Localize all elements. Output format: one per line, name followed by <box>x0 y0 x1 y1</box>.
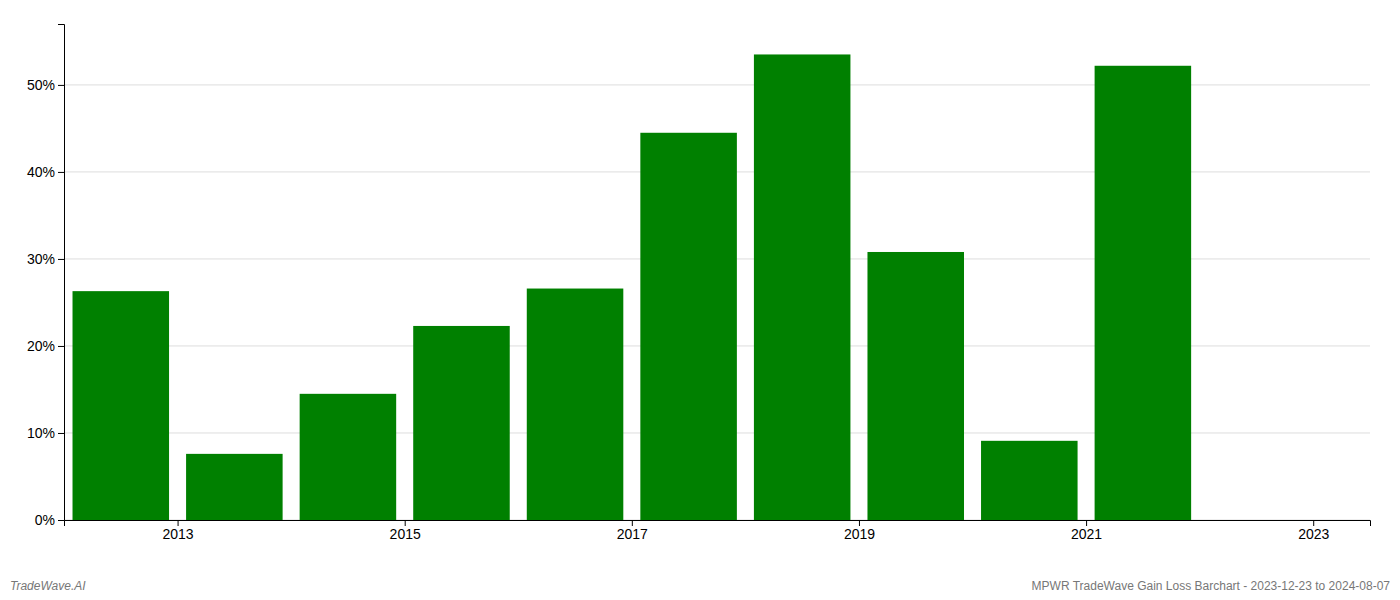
bar <box>300 394 397 520</box>
bar <box>754 54 851 520</box>
bar <box>981 441 1078 520</box>
y-tick: 20% <box>27 338 64 354</box>
y-tick-label: 10% <box>27 425 55 441</box>
chart: 2013 2015 2017 2019 2021 2023 0% 10% 20% 30% 40% 50… <box>0 0 1400 600</box>
y-tick-mark <box>58 172 64 173</box>
bar <box>186 454 283 520</box>
x-tick: 2023 <box>1298 520 1329 542</box>
x-tick: 2017 <box>617 520 648 542</box>
x-tick-label: 2013 <box>162 526 193 542</box>
x-tick: 2021 <box>1071 520 1102 542</box>
x-tick: 2015 <box>390 520 421 542</box>
footer-right: MPWR TradeWave Gain Loss Barchart - 2023… <box>1032 579 1391 593</box>
y-tick: 50% <box>27 77 64 93</box>
x-tick-label: 2023 <box>1298 526 1329 542</box>
plot-area <box>73 54 1192 520</box>
x-tick: 2019 <box>844 520 875 542</box>
bar <box>527 289 624 520</box>
x-tick-label: 2017 <box>617 526 648 542</box>
y-axis-line <box>58 25 65 521</box>
y-tick-mark <box>58 346 64 347</box>
y-tick: 40% <box>27 164 64 180</box>
y-tick: 10% <box>27 425 64 441</box>
y-tick-label: 30% <box>27 251 55 267</box>
x-tick-label: 2015 <box>390 526 421 542</box>
y-tick-label: 50% <box>27 77 55 93</box>
x-axis: 2013 2015 2017 2019 2021 2023 <box>65 520 1371 542</box>
bar <box>640 133 737 520</box>
y-tick-label: 0% <box>35 512 55 528</box>
bar <box>1095 66 1192 520</box>
x-tick-label: 2019 <box>844 526 875 542</box>
y-tick-mark <box>58 259 64 260</box>
x-tick: 2013 <box>162 520 193 542</box>
y-tick-label: 20% <box>27 338 55 354</box>
bar <box>867 252 964 520</box>
y-tick-mark <box>58 520 64 521</box>
bar <box>73 291 170 520</box>
y-tick: 30% <box>27 251 64 267</box>
x-tick-label: 2021 <box>1071 526 1102 542</box>
y-axis: 0% 10% 20% 30% 40% 50% <box>27 25 65 528</box>
y-tick-mark <box>58 433 64 434</box>
y-tick-label: 40% <box>27 164 55 180</box>
y-tick: 0% <box>35 512 64 528</box>
x-axis-line <box>65 521 1371 527</box>
bar <box>413 326 510 520</box>
footer-left: TradeWave.AI <box>10 579 86 593</box>
y-tick-mark <box>58 85 64 86</box>
